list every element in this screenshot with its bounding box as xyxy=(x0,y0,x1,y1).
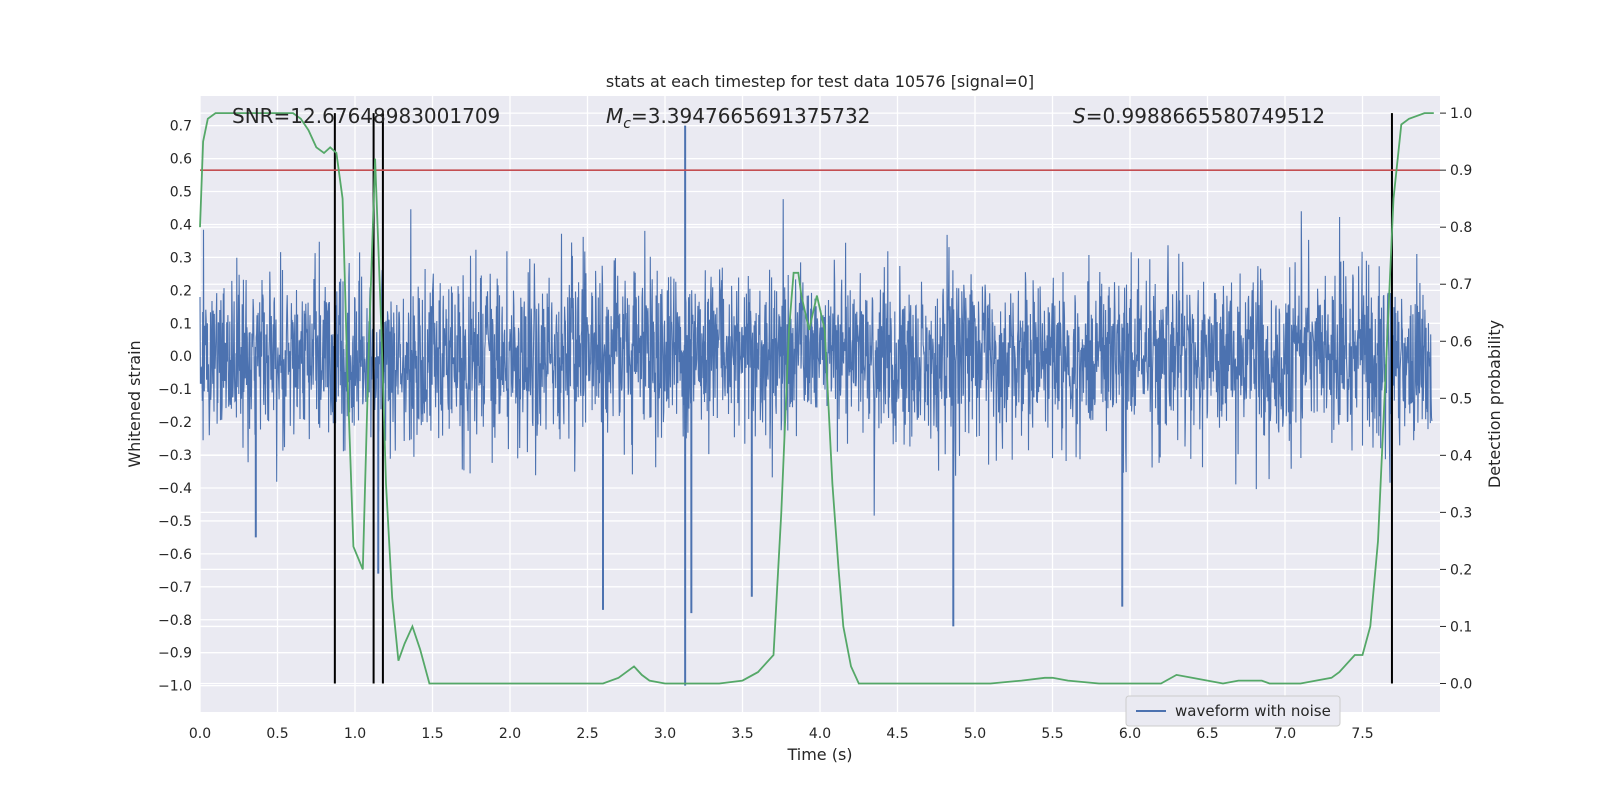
snr-annotation: SNR=12.67648983001709 xyxy=(232,104,500,128)
x-tick-label: 7.5 xyxy=(1351,726,1373,742)
right-y-tick-label: 0.9 xyxy=(1450,163,1472,179)
right-axis-label: Detection probability xyxy=(1485,320,1504,488)
right-y-tick-label: 0.3 xyxy=(1450,505,1472,521)
left-y-tick-label: 0.1 xyxy=(170,316,192,332)
left-y-tick-label: 0.6 xyxy=(170,152,192,168)
x-tick-label: 5.0 xyxy=(964,726,986,742)
detection-probability-line xyxy=(199,112,1434,685)
right-y-tick-label: 0.6 xyxy=(1450,334,1472,350)
right-y-tick-label: 0.7 xyxy=(1450,277,1472,293)
x-axis-label: Time (s) xyxy=(786,745,852,764)
x-tick-label: 1.0 xyxy=(344,726,366,742)
x-tick-label: 3.0 xyxy=(654,726,676,742)
left-axis-label: Whitened strain xyxy=(125,340,144,467)
left-y-tick-label: 0.5 xyxy=(170,185,192,201)
x-axis-ticks: 0.0 0.5 1.0 1.5 2.0 2.5 3.0 3.5 4.0 4.5 5.0 5.5 6.0 6… xyxy=(189,726,1374,742)
x-tick-label: 0.5 xyxy=(266,726,288,742)
waveform-spikes xyxy=(254,125,1124,686)
left-y-tick-label: 0.4 xyxy=(170,217,192,233)
left-y-tick-label: −0.6 xyxy=(158,547,192,563)
right-y-tick-label: 0.4 xyxy=(1450,448,1472,464)
right-y-tick-label: 0.0 xyxy=(1450,676,1472,692)
right-y-tick-label: 1.0 xyxy=(1450,106,1472,122)
x-tick-label: 4.0 xyxy=(809,726,831,742)
x-tick-label: 4.5 xyxy=(886,726,908,742)
waveform-line xyxy=(199,199,1433,516)
x-tick-label: 2.0 xyxy=(499,726,521,742)
chirp-mass-subscript: c xyxy=(623,116,631,132)
chart-title: stats at each timestep for test data 105… xyxy=(606,72,1034,91)
left-y-tick-label: 0.2 xyxy=(170,283,192,299)
left-y-tick-label: −0.5 xyxy=(158,514,192,530)
left-y-tick-label: −0.9 xyxy=(158,646,192,662)
x-tick-label: 7.0 xyxy=(1274,726,1296,742)
left-y-tick-label: −0.4 xyxy=(158,481,192,497)
left-y-tick-label: 0.7 xyxy=(170,119,192,135)
left-y-tick-label: −0.8 xyxy=(158,613,192,629)
right-y-tick-label: 0.8 xyxy=(1450,220,1472,236)
x-tick-label: 1.5 xyxy=(421,726,443,742)
legend: waveform with noise xyxy=(1125,695,1341,727)
left-y-tick-label: −0.7 xyxy=(158,580,192,596)
left-y-tick-label: −0.1 xyxy=(158,382,192,398)
x-tick-label: 2.5 xyxy=(576,726,598,742)
legend-box xyxy=(1125,695,1341,727)
left-y-tick-label: −0.2 xyxy=(158,415,192,431)
waveform-series xyxy=(199,199,1433,516)
right-y-tick-label: 0.5 xyxy=(1450,391,1472,407)
right-y-tick-label: 0.1 xyxy=(1450,619,1472,635)
x-tick-label: 6.5 xyxy=(1196,726,1218,742)
chirp-mass-symbol: M xyxy=(606,104,623,128)
score-symbol: S xyxy=(1073,104,1086,128)
x-tick-label: 5.5 xyxy=(1041,726,1063,742)
chirp-mass-annotation: Mc=3.3947665691375732 xyxy=(606,104,870,132)
left-y-tick-label: 0.3 xyxy=(170,250,192,266)
left-y-tick-label: −1.0 xyxy=(158,679,192,695)
score-value: =0.9988665580749512 xyxy=(1086,104,1325,128)
x-tick-label: 6.0 xyxy=(1119,726,1141,742)
left-y-tick-label: −0.3 xyxy=(158,448,192,464)
x-tick-label: 3.5 xyxy=(731,726,753,742)
right-axis-ticks: 1.0 0.9 0.8 0.7 0.6 0.5 0.4 0.3 0.2 0.1 0.0 xyxy=(1440,106,1472,692)
x-tick-label: 0.0 xyxy=(189,726,211,742)
score-annotation: S=0.9988665580749512 xyxy=(1073,104,1325,128)
left-y-tick-label: 0.0 xyxy=(170,349,192,365)
legend-entry: waveform with noise xyxy=(1175,702,1331,720)
left-axis-ticks: 0.7 0.6 0.5 0.4 0.3 0.2 0.1 0.0 −0.1 −0.2 −0.3 −0.4… xyxy=(158,119,192,695)
chirp-mass-value: =3.3947665691375732 xyxy=(631,104,870,128)
right-y-tick-label: 0.2 xyxy=(1450,562,1472,578)
